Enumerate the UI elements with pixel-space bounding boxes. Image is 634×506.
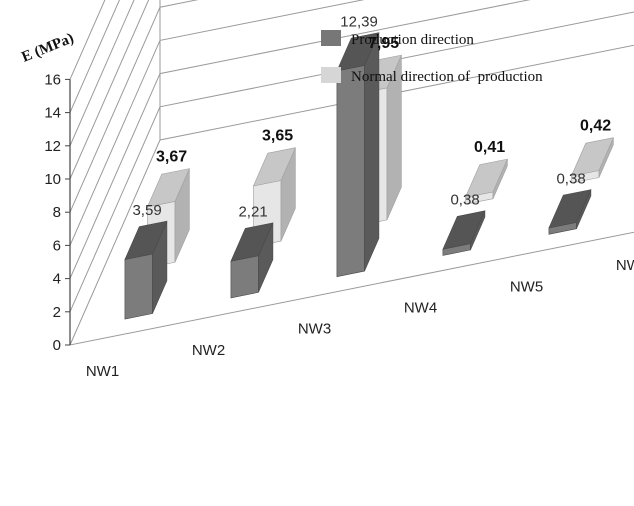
bar-production	[230, 222, 274, 299]
category-label: NW1	[86, 363, 119, 380]
legend-swatch-normal	[321, 67, 341, 83]
bar-top-face	[548, 189, 592, 229]
data-labels: 3,673,657,950,410,4215,813,592,2112,390,…	[132, 13, 611, 221]
bar-normal	[570, 137, 614, 184]
category-labels: NW1 NW2 NW3 NW4 NW5 NW6	[86, 257, 634, 380]
y-tick-label: 6	[53, 237, 61, 254]
category-label: NW3	[298, 321, 331, 338]
bar-production	[124, 220, 168, 320]
bar-top-face	[230, 222, 274, 262]
data-label-production: 12,39	[340, 13, 378, 30]
bar-front-face	[230, 255, 259, 299]
floor-outline	[69, 44, 634, 346]
legend-label-production: Production direction	[351, 32, 474, 48]
gridline	[69, 0, 120, 113]
bar-top-face	[252, 147, 296, 187]
data-label-normal: 7,95	[368, 35, 399, 52]
data-label-normal: 3,65	[262, 127, 293, 144]
legend-label-normal: Normal direction of production	[351, 69, 543, 85]
bar-top-face	[336, 32, 380, 72]
category-label: NW5	[510, 278, 543, 295]
y-tick-label: 10	[44, 171, 61, 188]
data-label-normal: 0,42	[580, 117, 611, 134]
data-label-production: 0,38	[556, 170, 585, 187]
bar-top-face	[146, 168, 190, 208]
grid	[69, 0, 634, 346]
bar-front-face	[336, 65, 365, 278]
bar-top-face	[442, 210, 486, 250]
bar-front-face	[124, 253, 153, 320]
category-label: NW6	[616, 257, 634, 274]
bar-normal	[464, 158, 508, 205]
category-label: NW4	[404, 299, 437, 316]
y-axis-title: E (MPa)	[20, 30, 77, 65]
y-tick-label: 14	[44, 105, 61, 122]
y-tick-label: 2	[53, 304, 61, 321]
bar-top-face	[464, 158, 508, 198]
bar-production	[548, 189, 592, 235]
bar-production	[336, 32, 380, 278]
gridline	[69, 0, 150, 180]
gridline	[69, 0, 106, 80]
y-tick-label: 12	[44, 138, 61, 155]
data-label-production: 3,59	[132, 202, 161, 219]
y-tick-label: 8	[53, 204, 61, 221]
gridline	[69, 0, 135, 147]
data-label-normal: 3,67	[156, 148, 187, 165]
y-axis: 0 2 4 6 8 10 12 14 16	[44, 71, 71, 354]
bar-top-face	[570, 137, 614, 177]
data-label-production: 0,38	[450, 192, 479, 209]
y-tick-label: 0	[53, 337, 61, 354]
data-label-production: 2,21	[238, 204, 267, 221]
category-label: NW2	[192, 342, 225, 359]
y-tick-label: 16	[44, 71, 61, 88]
bar-top-face	[124, 220, 168, 260]
data-label-normal: 0,41	[474, 139, 505, 156]
y-tick-label: 4	[53, 271, 61, 288]
bar-production	[442, 210, 486, 256]
legend-swatch-production	[321, 30, 341, 46]
bars	[124, 32, 614, 320]
legend: Production direction Normal direction of…	[321, 30, 543, 85]
